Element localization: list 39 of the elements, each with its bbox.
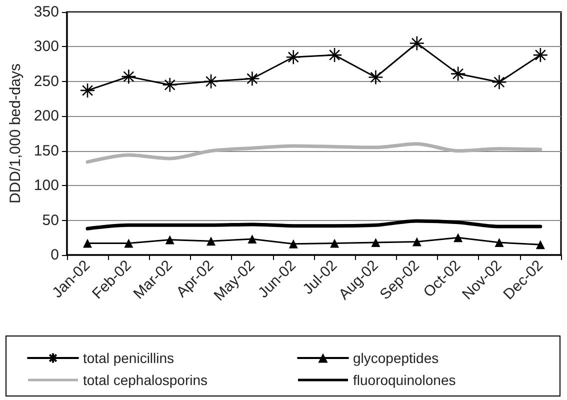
legend-label: total cephalosporins (83, 372, 208, 388)
point (83, 238, 92, 248)
point (80, 82, 96, 98)
point (536, 240, 545, 250)
line-series (86, 219, 542, 230)
y-tick-label: 350 (34, 4, 59, 20)
point (454, 233, 463, 242)
point (326, 47, 342, 63)
y-tick-label: 0 (50, 246, 59, 264)
point (286, 49, 302, 65)
point (121, 68, 136, 84)
y-tick-label: 250 (34, 72, 59, 90)
point (248, 234, 257, 244)
legend-label: total penicillins (83, 350, 174, 366)
point (244, 71, 260, 86)
point (288, 239, 298, 248)
point (206, 236, 216, 246)
point (165, 235, 174, 244)
point (532, 47, 548, 63)
point (409, 36, 425, 51)
point (124, 238, 134, 248)
point (330, 238, 340, 248)
legend-label: glycopeptides (353, 350, 439, 366)
point (368, 70, 384, 85)
y-tick-label: 200 (34, 108, 59, 125)
legend-label: fluoroquinolones (353, 372, 456, 388)
point (412, 237, 422, 246)
y-axis-title: DDD/1,000 bed-days (7, 63, 24, 204)
y-tick-label: 50 (42, 212, 59, 229)
y-tick-label: 100 (34, 177, 59, 194)
point (492, 74, 507, 90)
point (203, 74, 219, 90)
line-series (86, 142, 542, 164)
point (450, 66, 466, 82)
y-tick-label: 300 (34, 38, 59, 56)
y-tick-label: 150 (34, 142, 59, 160)
point (494, 238, 504, 248)
point (162, 77, 178, 93)
point (371, 238, 380, 248)
